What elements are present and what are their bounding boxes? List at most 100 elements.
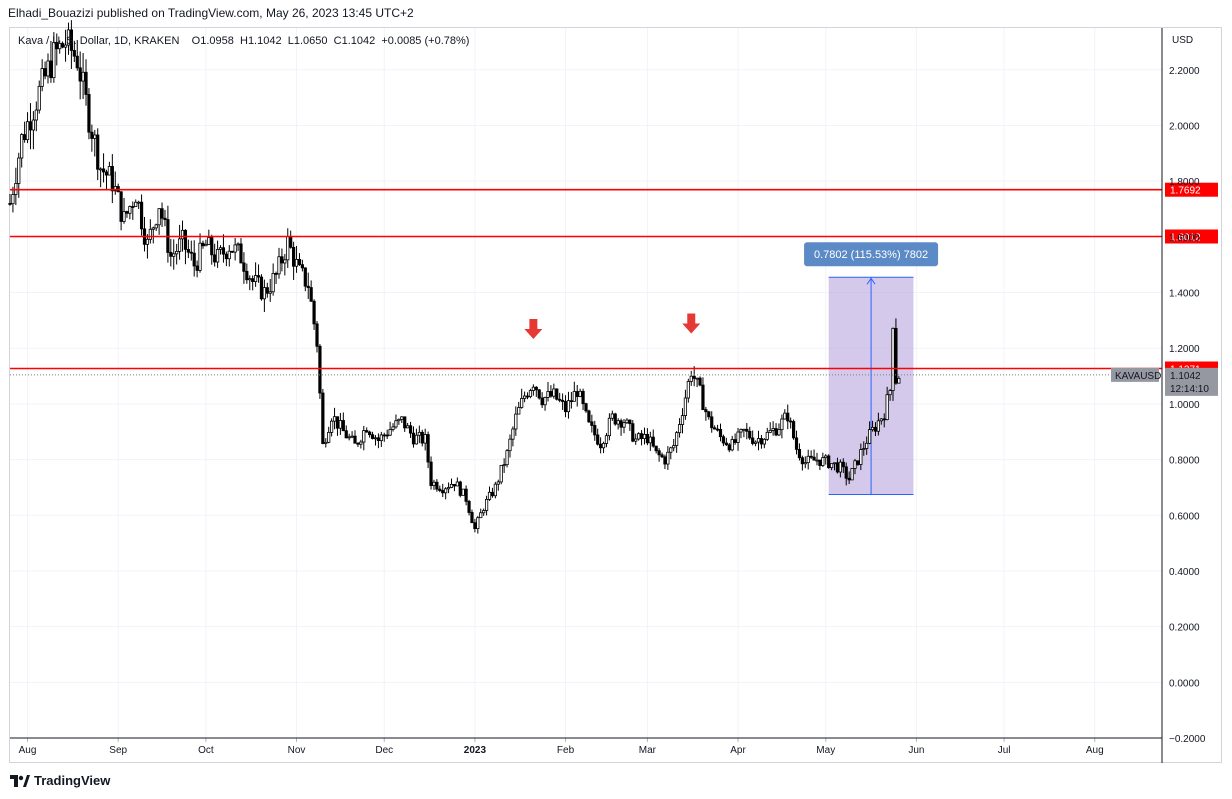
candle-body [482,510,486,514]
candle-body [727,444,731,451]
candle-body [204,244,208,247]
candle-body [800,457,804,465]
y-tick-label: 2.0000 [1169,121,1200,132]
candle-body [859,449,863,465]
candle-body [748,430,752,439]
candle-body [520,398,524,408]
candle-body [31,119,35,131]
candle-body [672,445,676,449]
candle-body [707,411,711,418]
annotation-arrows [524,313,701,340]
candle-body [832,462,837,465]
candle-body [25,121,30,141]
candle-body [613,413,617,425]
candle-body [221,247,226,255]
candle-body [639,433,644,439]
candle-body [590,421,594,426]
candle-body [277,256,281,275]
price-range-measure: 0.7802 (115.53%) 7802 [804,242,939,495]
candle-body [657,450,661,456]
candle-body [368,431,372,436]
footer-brand[interactable]: TradingView [10,773,110,788]
candle-body [429,461,433,486]
candle-body [844,466,848,479]
candle-body [461,488,465,496]
candle-body [575,391,579,397]
candle-body [224,253,228,260]
candle-body [78,67,82,82]
candle-body [40,68,44,87]
change-value: +0.0085 (+0.78%) [381,35,470,47]
down-arrow-icon [682,313,701,334]
candle-body [856,460,860,465]
level-price-label: 1.6012 [1170,232,1201,243]
candle-body [528,390,533,398]
candle-body [75,55,79,69]
candle-body [680,415,685,425]
candle-body [476,517,480,530]
candle-body [812,456,816,461]
candle-body [379,434,383,442]
candle-body [344,430,348,439]
close-value: 1.1042 [341,35,376,47]
candle-body [885,394,889,421]
candle-body [847,477,851,481]
candle-body [555,388,559,400]
candle-body [818,459,822,466]
candle-body [499,464,503,483]
candle-body [63,44,68,48]
candle-body [821,457,825,466]
candle-body [23,134,27,141]
x-tick-label: Feb [557,745,575,756]
candle-body [403,416,407,429]
candle-body [865,442,869,449]
candle-body [391,426,395,430]
candle-body [809,455,813,458]
candle-body [327,431,331,443]
x-tick-label: Aug [1086,745,1104,756]
candle-body [496,481,500,485]
candle-body [733,439,737,443]
candle-body [61,43,65,48]
candle-body [37,85,41,111]
candle-body [96,134,100,170]
candle-body [490,491,495,497]
candle-body [537,389,541,399]
candle-body [145,238,150,245]
candle-body [251,278,255,282]
candle-body [385,434,389,437]
candle-body [619,420,623,428]
candle-body [417,431,421,436]
candle-body [426,434,430,463]
candle-body [797,449,802,459]
candle-body [444,488,448,494]
candle-body [99,168,103,171]
candle-body [452,483,457,487]
candle-body [353,435,357,444]
candle-body [192,252,196,267]
candle-body [46,60,50,77]
candle-body [675,432,679,446]
candle-body [370,434,375,439]
candle-body [634,438,638,442]
candle-body [815,459,819,462]
candle-body [774,428,778,436]
candle-body [330,420,334,433]
candle-body [777,429,781,436]
chart-grid [10,28,1162,739]
candle-body [382,434,386,437]
candle-body [388,429,392,436]
candle-body [642,433,647,439]
candle-body [332,416,337,422]
candle-body [771,428,775,431]
candle-body [479,512,483,519]
candle-body [81,71,85,82]
measure-label: 0.7802 (115.53%) 7802 [814,249,928,261]
y-tick-label: 2.2000 [1169,66,1200,77]
candle-body [601,443,606,449]
candle-body [710,416,714,429]
level-price-tag [1165,229,1218,244]
candle-body [596,434,600,445]
